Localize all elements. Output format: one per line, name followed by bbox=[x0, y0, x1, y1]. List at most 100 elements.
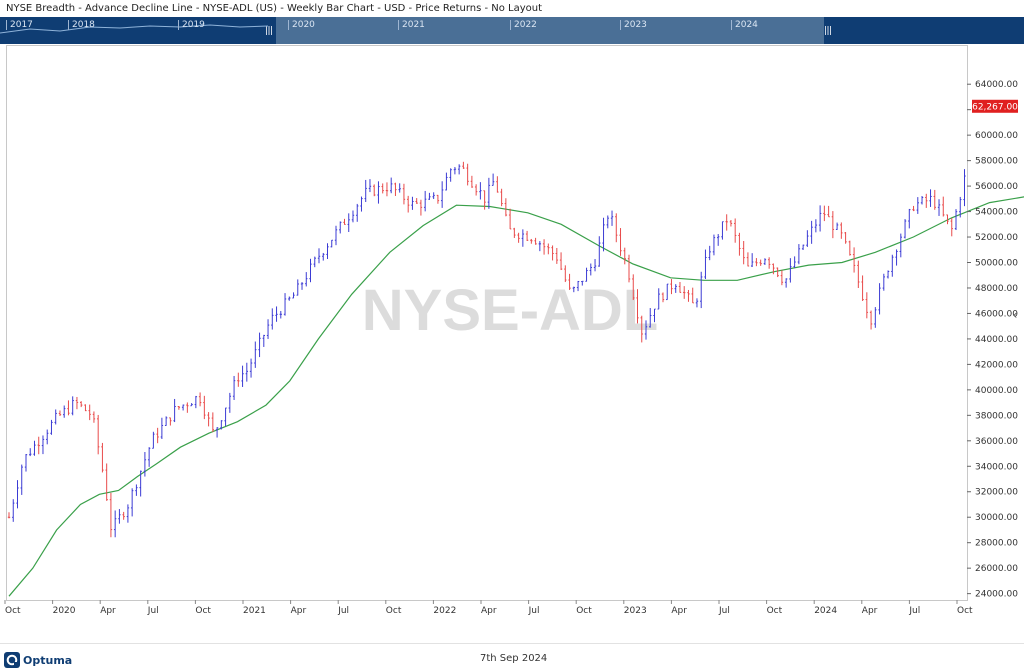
price-bar bbox=[322, 252, 325, 261]
price-bar bbox=[937, 199, 941, 216]
price-bar bbox=[402, 183, 406, 205]
price-bar bbox=[368, 179, 372, 193]
price-bar bbox=[636, 289, 639, 324]
price-bar bbox=[738, 232, 741, 256]
price-bar bbox=[228, 392, 232, 413]
price-bar bbox=[101, 442, 104, 473]
price-bar bbox=[296, 279, 299, 296]
optuma-logo: Optuma bbox=[4, 652, 72, 668]
price-bar bbox=[784, 278, 788, 288]
price-bar bbox=[194, 395, 198, 409]
price-bar bbox=[449, 168, 452, 182]
price-bar bbox=[211, 412, 215, 433]
price-bar bbox=[827, 205, 830, 218]
price-bar bbox=[525, 230, 529, 241]
price-bar bbox=[615, 213, 618, 243]
price-bar bbox=[415, 198, 418, 204]
price-chart[interactable]: NYSE-ADL 24000.00 26000.00 28000.00 30000.0… bbox=[0, 0, 1024, 643]
price-bar bbox=[220, 420, 223, 430]
x-tick-label: 2024 bbox=[814, 606, 837, 616]
x-tick-label: Apr bbox=[862, 606, 878, 616]
price-bar bbox=[54, 409, 57, 425]
navigator-left-handle-icon[interactable] bbox=[266, 26, 272, 35]
x-tick-label: 2023 bbox=[624, 606, 647, 616]
price-bar bbox=[360, 196, 363, 212]
price-bar bbox=[7, 512, 11, 519]
price-bar bbox=[649, 308, 652, 328]
x-tick-label: 2020 bbox=[53, 606, 76, 616]
price-bar bbox=[67, 400, 70, 416]
footer-bar: Optuma 7th Sep 2024 bbox=[0, 643, 1024, 672]
x-tick-label: Apr bbox=[291, 606, 307, 616]
price-bar bbox=[198, 392, 202, 407]
navigator-right-handle-icon[interactable] bbox=[825, 26, 831, 35]
price-bar bbox=[356, 203, 359, 222]
y-axis: 24000.00 26000.00 28000.00 30000.00 32000.00… bbox=[967, 80, 1018, 600]
price-bar bbox=[483, 190, 486, 210]
price-bar bbox=[75, 396, 79, 410]
price-bar bbox=[874, 307, 877, 328]
price-bar bbox=[29, 448, 32, 457]
timeline-navigator[interactable]: 2017 2018 2019 2020 2021 2022 2023 2024 bbox=[0, 17, 1024, 44]
price-bar bbox=[292, 292, 295, 299]
price-bar bbox=[411, 196, 414, 210]
price-bar bbox=[462, 161, 465, 169]
y-tick-label: 38000.00 bbox=[975, 411, 1018, 421]
price-bar bbox=[241, 365, 244, 387]
price-bar bbox=[224, 407, 227, 427]
price-bar bbox=[466, 163, 469, 186]
price-bar bbox=[733, 218, 737, 243]
price-bar bbox=[491, 173, 495, 186]
price-bar bbox=[899, 233, 902, 258]
price-bar bbox=[275, 306, 278, 322]
price-bar bbox=[666, 283, 669, 301]
price-bar bbox=[576, 280, 580, 292]
price-bar bbox=[381, 183, 384, 194]
price-bar bbox=[729, 219, 733, 227]
price-bar bbox=[258, 332, 261, 358]
price-bar bbox=[772, 263, 775, 275]
price-bar bbox=[347, 213, 350, 232]
price-bar bbox=[818, 205, 822, 232]
y-tick-label: 24000.00 bbox=[975, 590, 1018, 600]
price-bar bbox=[215, 427, 219, 438]
price-bar bbox=[457, 164, 461, 175]
price-bar bbox=[96, 414, 100, 455]
price-bar bbox=[436, 194, 440, 204]
panel-collapse-chevron-icon[interactable]: ‹ bbox=[1012, 308, 1018, 322]
price-bar bbox=[640, 315, 643, 343]
y-tick-label: 58000.00 bbox=[975, 157, 1018, 167]
x-tick-label: Jul bbox=[528, 606, 540, 616]
price-bar bbox=[351, 210, 355, 223]
y-tick-label: 54000.00 bbox=[975, 208, 1018, 218]
navigator-year-2021: 2021 bbox=[398, 20, 425, 30]
price-bar bbox=[147, 447, 151, 467]
x-tick-label: Apr bbox=[100, 606, 116, 616]
price-bar bbox=[538, 241, 542, 252]
y-tick-label: 40000.00 bbox=[975, 386, 1018, 396]
price-bar bbox=[942, 196, 945, 217]
navigator-selection-window[interactable] bbox=[276, 17, 824, 44]
price-bar bbox=[746, 252, 750, 267]
y-tick-label: 48000.00 bbox=[975, 284, 1018, 294]
price-bar bbox=[780, 270, 784, 286]
price-bar bbox=[288, 296, 291, 301]
price-bar bbox=[704, 249, 707, 280]
price-bar bbox=[844, 232, 847, 244]
y-tick-label: 50000.00 bbox=[975, 259, 1018, 269]
price-bar bbox=[878, 283, 881, 315]
chart-frame[interactable] bbox=[6, 45, 968, 601]
price-bar bbox=[564, 265, 567, 283]
price-bar bbox=[869, 310, 873, 330]
price-bar bbox=[33, 440, 36, 456]
price-bar bbox=[721, 221, 724, 240]
price-bar bbox=[513, 227, 516, 238]
y-tick-label: 36000.00 bbox=[975, 437, 1018, 447]
optuma-logo-icon bbox=[4, 652, 20, 668]
y-tick-label: 64000.00 bbox=[975, 80, 1018, 90]
x-axis: Oct 2020 Apr Jul Oct 2021 Apr Jul Oct 2022 Apr Jul O… bbox=[4, 600, 973, 616]
price-bar bbox=[46, 429, 49, 445]
price-bar bbox=[789, 258, 792, 283]
price-bar bbox=[810, 220, 813, 244]
moving-average-line bbox=[8, 196, 1024, 597]
